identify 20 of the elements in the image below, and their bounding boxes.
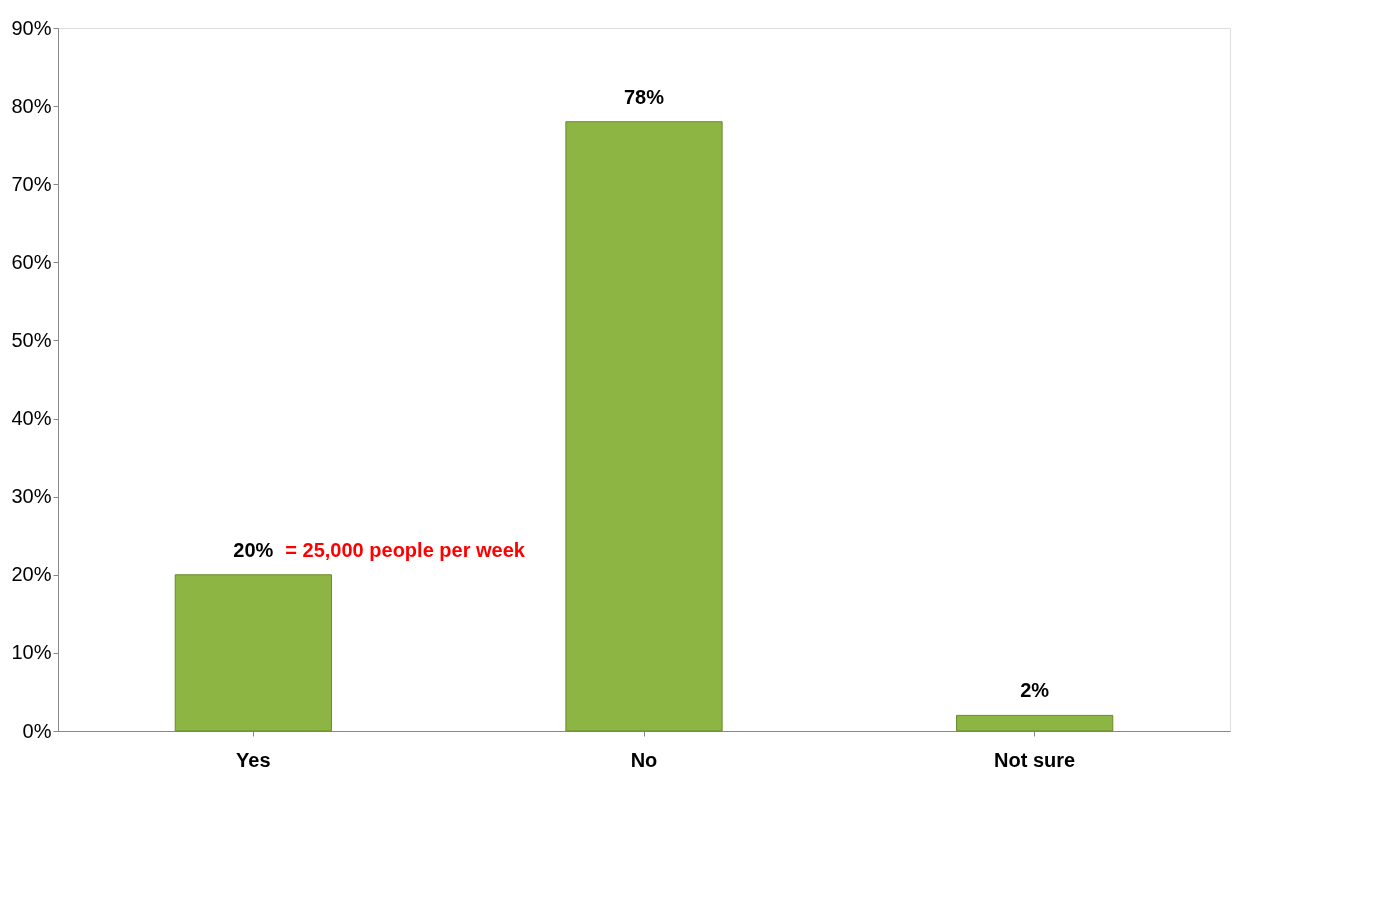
x-tick-label: No xyxy=(630,748,658,771)
annotation: = 25,000 people per week xyxy=(285,538,526,561)
y-tick-label: 90% xyxy=(11,16,52,39)
y-tick-label: 50% xyxy=(11,328,52,351)
x-tick-label: Not sure xyxy=(994,748,1076,771)
y-tick-label: 60% xyxy=(11,250,52,273)
bar xyxy=(565,121,723,732)
y-tick-label: 40% xyxy=(11,407,52,430)
y-tick-label: 70% xyxy=(11,172,52,195)
bar xyxy=(956,714,1114,732)
bar xyxy=(174,574,332,732)
y-tick-label: 10% xyxy=(11,641,52,664)
data-label: 2% xyxy=(1020,679,1050,702)
y-tick-label: 0% xyxy=(22,719,52,742)
data-label: 78% xyxy=(623,85,665,108)
y-tick-label: 20% xyxy=(11,563,52,586)
data-label: 20% xyxy=(233,538,274,561)
y-tick-label: 30% xyxy=(11,485,52,508)
x-tick-label: Yes xyxy=(236,748,271,771)
y-tick-label: 80% xyxy=(11,94,52,117)
